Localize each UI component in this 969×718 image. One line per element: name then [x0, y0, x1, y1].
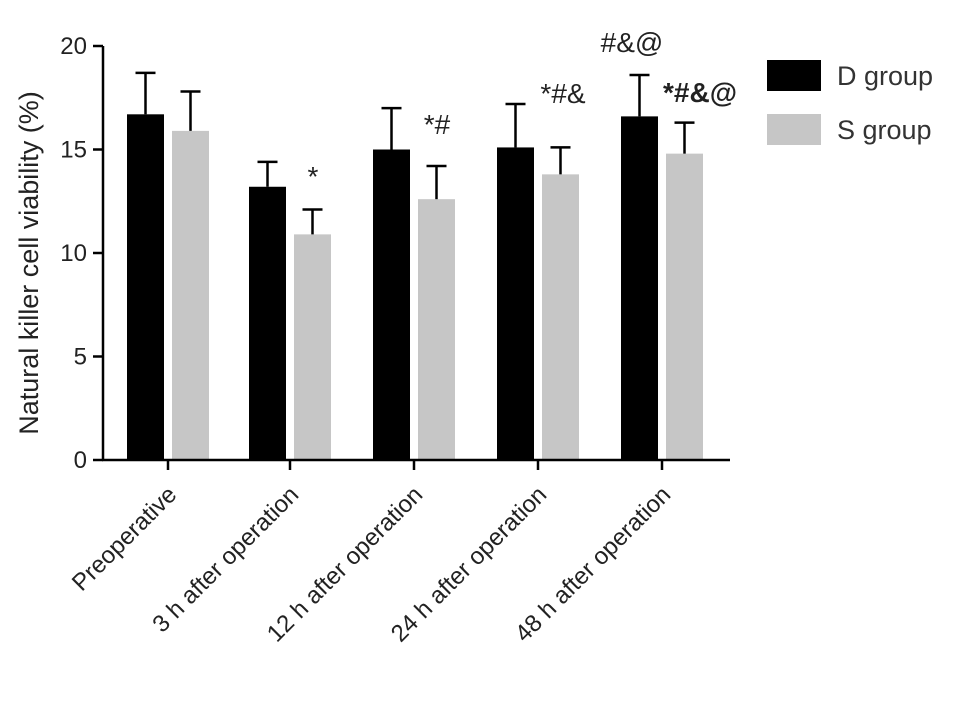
bar-s-group-0 [172, 130, 209, 460]
legend-swatch-d-group [767, 60, 821, 91]
bar-d-group-2 [373, 149, 410, 460]
y-tick-label-5: 5 [74, 344, 87, 371]
bar-d-group-4 [621, 116, 658, 460]
y-tick-label-20: 20 [60, 33, 87, 60]
bar-d-group-1 [249, 186, 286, 460]
legend-swatch-s-group [767, 114, 821, 145]
bar-s-group-1 [294, 234, 331, 460]
bar-s-group-4 [666, 153, 703, 460]
bar-d-group-3 [497, 147, 534, 460]
bar-d-group-0 [127, 114, 164, 460]
category-label-0: Preoperative [67, 481, 182, 596]
significance-label-s-group-2: *# [424, 109, 451, 140]
significance-label-d-group-4: #&@ [601, 27, 664, 58]
bar-s-group-2 [418, 199, 455, 460]
y-axis-label: Natural killer cell viability (%) [14, 91, 44, 435]
y-tick-label-0: 0 [74, 447, 87, 474]
significance-label-s-group-4: *#&@ [663, 77, 737, 108]
y-tick-label-15: 15 [60, 137, 87, 164]
significance-label-s-group-3: *#& [540, 78, 585, 109]
y-tick-label-10: 10 [60, 240, 87, 267]
legend-label-s-group: S group [837, 115, 932, 145]
bar-s-group-3 [542, 174, 579, 460]
legend-label-d-group: D group [837, 61, 933, 91]
significance-label-s-group-1: * [308, 161, 319, 192]
